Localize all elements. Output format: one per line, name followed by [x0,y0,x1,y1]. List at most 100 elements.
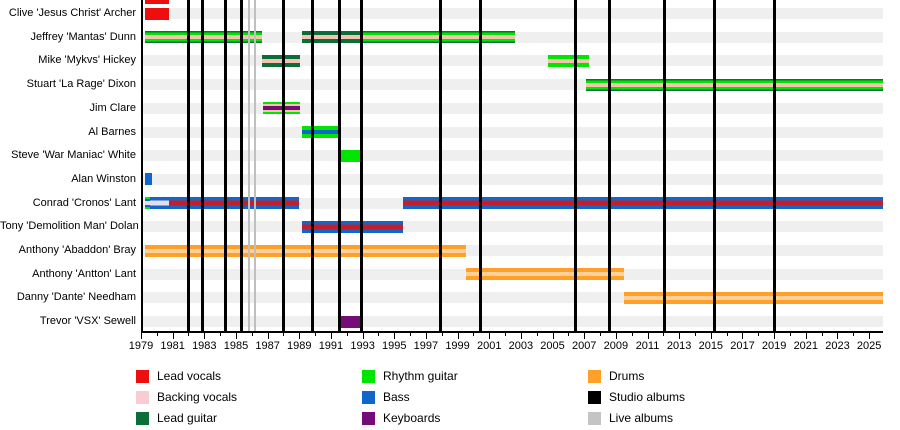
major-tick [330,333,332,339]
member-row-label: Clive 'Jesus Christ' Archer [8,7,136,19]
minor-tick [378,333,380,336]
legend-swatch [136,370,149,383]
timeline-bar [548,54,590,67]
axis-year-label: 1981 [160,340,185,352]
timeline-bar [144,7,170,20]
member-row-label: Alan Winston [71,172,136,185]
studio-album-line [663,0,667,331]
major-tick [552,333,554,339]
major-tick [204,333,206,339]
timeline-bar [302,126,340,138]
axis-year-label: 2025 [856,340,882,352]
axis-year-label: 1989 [287,340,312,352]
legend-swatch [136,412,149,425]
legend-swatch [136,391,149,404]
major-tick [774,333,776,339]
timeline-bar [144,197,151,210]
legend-swatch [588,412,601,425]
axis-year-label: 1985 [223,340,249,352]
member-row-label: Conrad 'Cronos' Lant [32,196,136,209]
major-tick [394,333,396,339]
live-album-line [248,0,251,331]
minor-tick [536,333,538,336]
legend-swatch [362,412,375,425]
axis-year-label: 1987 [255,340,280,352]
member-row-label: Steve 'War Maniac' White [11,149,136,162]
studio-album-line [608,0,612,331]
major-tick [520,333,522,339]
minor-tick [726,333,728,336]
member-row-label: Trevor 'VSX' Sewell [39,315,136,328]
member-row-label: Danny 'Dante' Needham [16,291,136,304]
legend-swatch [588,370,601,383]
studio-album-line [773,0,777,331]
timeline-bar [339,315,363,328]
legend-swatch [362,391,375,404]
member-row-label: Anthony 'Abaddon' Bray [18,244,136,256]
studio-album-line [478,0,482,331]
studio-album-line [187,0,191,331]
studio-album-line [200,0,204,331]
studio-album-line [223,0,227,331]
studio-album-line [573,0,577,331]
axis-year-label: 2001 [476,340,502,352]
minor-tick [346,333,348,336]
member-row-label: Jim Clare [89,101,136,114]
studio-album-line [712,0,716,331]
axis-year-label: 2017 [730,340,755,352]
axis-year-label: 2003 [508,340,534,352]
timeline-bar [402,197,883,210]
minor-tick [695,333,696,336]
timeline-bar [150,197,170,210]
row-background-band [143,173,883,185]
member-row-label: Stuart 'La Rage' Dixon [26,78,136,91]
axis-year-label: 2015 [698,340,724,352]
legend-swatch [362,370,375,383]
major-tick [742,333,744,339]
x-axis: 1979 1981 1983 1985 1987 1989 1991 1993 1995 1997… [129,333,881,357]
member-row-label: Mike 'Mykvs' Hickey [38,54,136,67]
axis-year-label: 2011 [635,340,660,352]
row-background-band [143,150,883,162]
major-tick [837,333,839,339]
axis-year-label: 1993 [350,340,375,352]
legend-label: Rhythm guitar [383,369,458,383]
row-background-band [143,126,883,138]
major-tick [235,333,237,339]
major-tick [869,333,871,339]
major-tick [425,333,427,339]
timeline-bar [586,78,883,91]
timeline-bar [261,54,301,67]
minor-tick [156,333,158,336]
studio-album-line [310,0,314,331]
minor-tick [600,333,602,336]
axis-year-label: 1991 [318,340,344,352]
axis-year-label: 2009 [603,340,629,352]
row-background-band [143,102,883,114]
timeline-bar [262,102,301,115]
minor-tick [441,333,443,336]
timeline-bar [624,291,883,304]
minor-tick [473,333,475,336]
row-background-band [143,55,883,67]
axis-year-label: 1979 [128,340,154,352]
member-row-label: Anthony 'Antton' Lant [32,267,136,280]
major-tick [489,333,491,339]
timeline-bar [144,244,466,257]
row-background-band [143,8,883,19]
minor-tick [188,333,190,336]
legend-label: Backing vocals [157,390,238,404]
member-row-label: Tony 'Demolition Man' Dolan [0,220,139,233]
major-tick [647,333,649,339]
studio-album-line [439,0,443,331]
major-tick [584,333,586,339]
axis-year-label: 1999 [445,340,470,352]
row-background-band [143,316,883,328]
minor-tick [568,333,570,336]
legend-label: Lead vocals [157,369,222,383]
axis-year-label: 1983 [192,340,217,352]
member-row-label: Jeffrey 'Mantas' Dunn [30,30,137,43]
row-background-band [143,292,883,304]
minor-tick [821,333,823,336]
